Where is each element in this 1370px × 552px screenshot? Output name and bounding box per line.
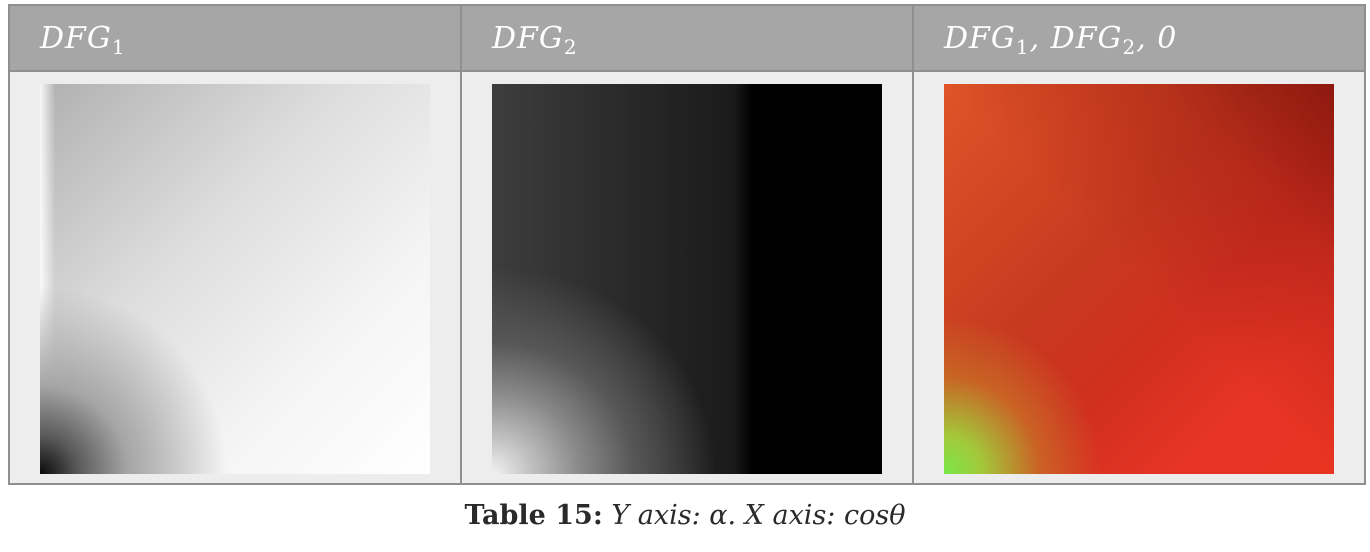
header-dfg1-main: DFG <box>40 20 112 56</box>
header-combined: DFG1, DFG2, 0 <box>914 6 1364 70</box>
header-dfg1-sub: 1 <box>111 34 126 59</box>
header-combined-tail: , 0 <box>1136 20 1178 56</box>
header-combined-sub: 1 <box>1015 34 1030 59</box>
caption-label: Table 15: <box>464 500 603 531</box>
table-caption: Table 15: Y axis: α. X axis: cosθ <box>0 500 1370 531</box>
header-combined-main: DFG <box>944 20 1016 56</box>
dfg1-texture-image <box>40 84 430 474</box>
header-dfg1: DFG1 <box>10 6 460 70</box>
header-dfg2-sub: 2 <box>563 34 578 59</box>
combined-texture-image <box>944 84 1334 474</box>
column-divider <box>460 6 462 483</box>
header-dfg2-main: DFG <box>492 20 564 56</box>
figure-table: DFG1 DFG2 DFG1, DFG2, 0 <box>8 4 1366 485</box>
table-header-row <box>10 6 1364 72</box>
header-dfg2: DFG2 <box>462 6 912 70</box>
dfg2-texture-image <box>492 84 882 474</box>
combined-texture-shading <box>944 84 1334 474</box>
column-divider <box>912 6 914 483</box>
header-combined-sub2: 2 <box>1122 34 1137 59</box>
caption-body: Y axis: α. X axis: cosθ <box>602 500 906 531</box>
header-combined-rest: , DFG <box>1029 20 1123 56</box>
